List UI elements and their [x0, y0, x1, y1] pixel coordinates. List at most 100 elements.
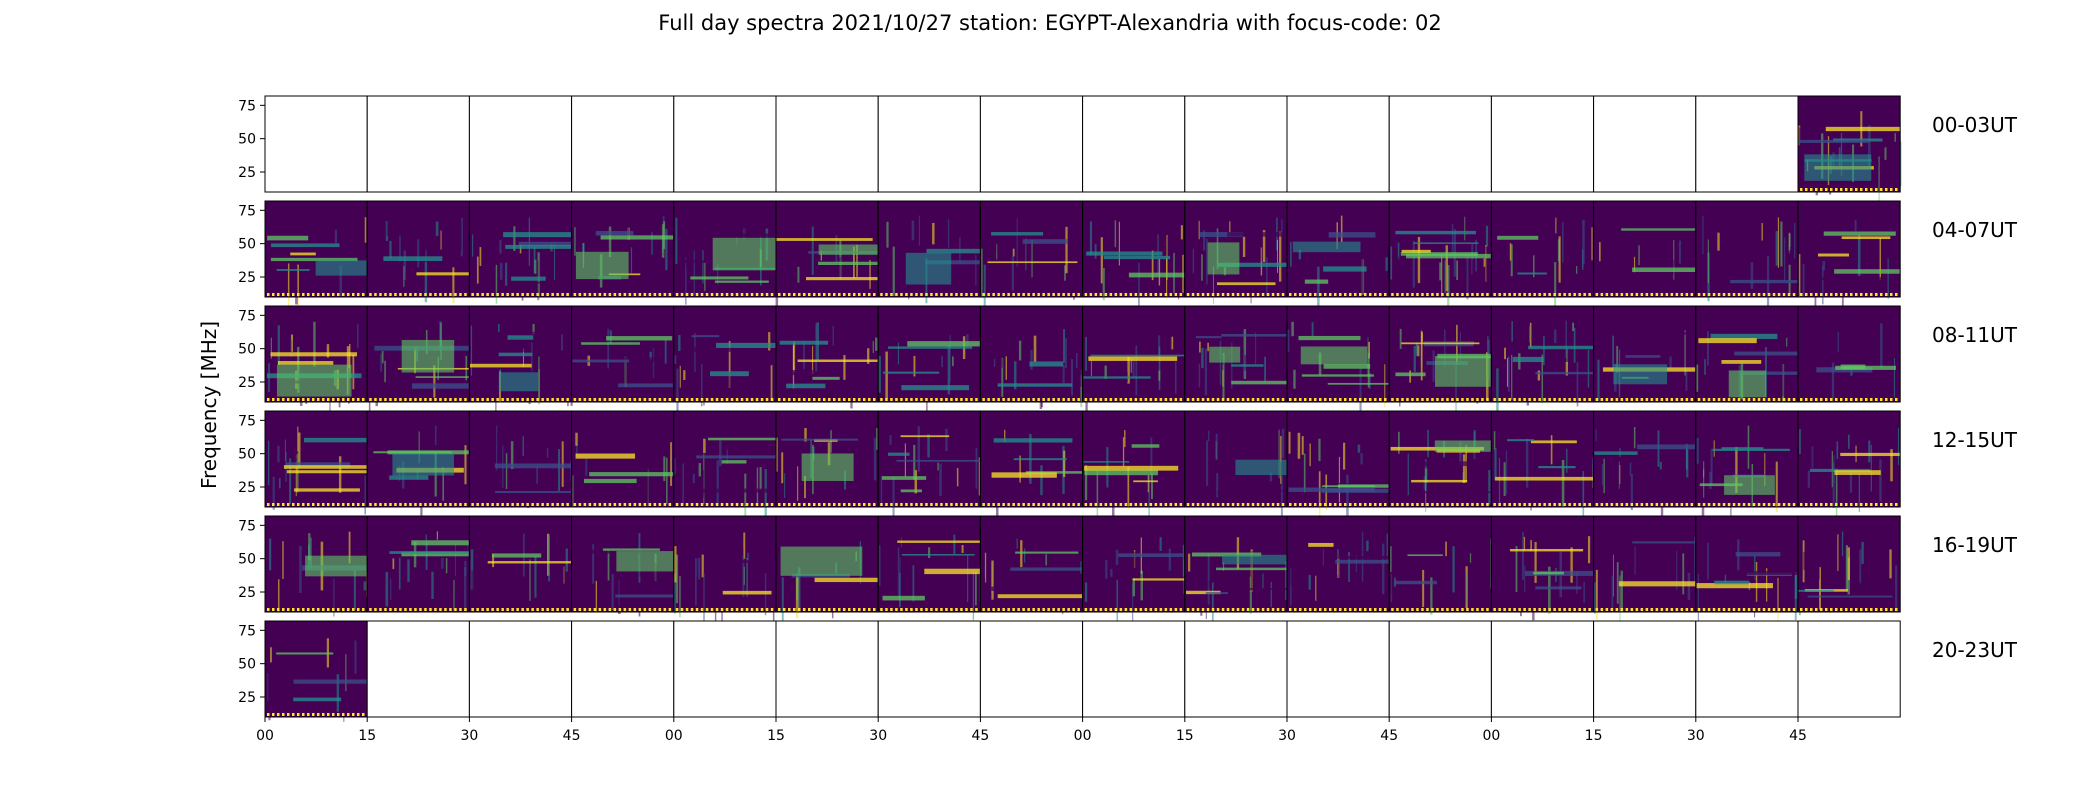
spectrum-streak	[403, 266, 405, 287]
spectrum-streak	[1439, 262, 1442, 281]
spectrum-streak	[442, 466, 445, 501]
spectrum-streak	[442, 428, 446, 470]
spectrum-streak	[938, 328, 940, 342]
spectrum-streak	[1260, 247, 1263, 276]
calibration-dot	[312, 293, 315, 296]
spectrum-streak	[837, 351, 839, 386]
spectrum-streak	[858, 264, 861, 277]
spectrum-streak	[1834, 322, 1837, 361]
spectrum-streak	[1215, 433, 1218, 460]
spectrum-streak	[1696, 437, 1699, 464]
spectrum-band	[1191, 552, 1262, 557]
spectrum-streak	[471, 570, 474, 609]
calibration-dot	[793, 293, 796, 296]
spectrum-streak	[1206, 440, 1209, 486]
spectrum-streak	[1405, 579, 1407, 599]
calibration-dot	[1825, 188, 1828, 191]
spectrum-streak	[277, 552, 279, 585]
calibration-dot	[389, 398, 392, 401]
spectrum-streak	[1865, 561, 1867, 606]
calibration-dot	[930, 608, 933, 611]
calibration-dot	[1890, 188, 1893, 191]
calibration-dot	[1650, 608, 1654, 611]
calibration-dot	[1630, 608, 1634, 611]
spectrum-streak	[296, 264, 299, 313]
x-tick-label: 30	[869, 728, 887, 744]
spectrum-streak	[1854, 219, 1857, 232]
calibration-dot	[593, 503, 597, 506]
calibration-dot	[1089, 293, 1093, 296]
calibration-dot	[945, 293, 948, 296]
calibration-dot	[1299, 503, 1302, 506]
spectrum-streak	[1566, 448, 1568, 473]
calibration-dot	[546, 503, 549, 506]
spectrum-streak	[1229, 221, 1231, 236]
calibration-dot	[910, 608, 913, 611]
spectrum-streak	[1427, 429, 1429, 458]
calibration-dot	[1042, 608, 1045, 611]
spectrum-streak	[292, 546, 294, 582]
spectrum-streak	[1159, 537, 1162, 551]
calibration-dot	[1493, 293, 1496, 296]
spectrum-streak	[499, 575, 502, 609]
spectrum-streak	[1293, 369, 1296, 389]
calibration-dot	[511, 293, 514, 296]
spectrum-streak	[690, 325, 693, 341]
spectrum-streak	[796, 577, 799, 600]
calibration-dot	[730, 293, 734, 296]
calibration-dot	[429, 608, 432, 611]
calibration-dot	[613, 293, 617, 296]
calibration-dot	[444, 608, 447, 611]
calibration-dot	[464, 398, 467, 401]
spectrum-streak	[1665, 338, 1668, 371]
calibration-dot	[1712, 293, 1716, 296]
spectrum-streak	[617, 569, 621, 615]
spectrum-streak	[1266, 257, 1268, 296]
panel-background	[1593, 516, 1696, 612]
calibration-dot	[1154, 608, 1158, 611]
calibration-dot	[1084, 608, 1088, 611]
calibration-dot	[745, 398, 749, 401]
calibration-dot	[424, 608, 427, 611]
calibration-dot	[1089, 503, 1093, 506]
spectrum-streak	[1084, 222, 1087, 261]
calibration-dot	[1850, 608, 1853, 611]
calibration-dot	[828, 503, 831, 506]
spectrum-band	[1327, 382, 1390, 385]
calibration-dot	[873, 503, 876, 506]
spectrum-streak	[1706, 331, 1709, 366]
calibration-dot	[910, 293, 913, 296]
spectrum-band	[1288, 487, 1375, 492]
spectrum-burst	[276, 364, 352, 397]
calibration-dot	[1742, 608, 1746, 611]
calibration-dot	[1124, 608, 1128, 611]
calibration-dot	[1471, 503, 1474, 506]
calibration-dot	[1865, 608, 1868, 611]
spectrum-streak	[609, 449, 612, 477]
spectrum-streak	[915, 539, 917, 555]
spectrum-streak	[1034, 249, 1038, 261]
spectrum-streak	[1239, 566, 1242, 608]
calibration-dot	[1615, 503, 1619, 506]
spectrum-streak	[398, 557, 401, 590]
spectrum-streak	[1207, 359, 1209, 377]
spectrum-streak	[1551, 459, 1553, 484]
spectrum-streak	[986, 357, 988, 371]
calibration-dot	[1675, 503, 1679, 506]
spectrum-band	[882, 595, 925, 601]
calibration-dot	[788, 503, 791, 506]
calibration-dot	[735, 608, 739, 611]
calibration-dot	[332, 713, 335, 716]
spectrum-streak	[719, 440, 722, 467]
spectrum-streak	[1506, 357, 1509, 387]
spectrum-streak	[1597, 359, 1600, 401]
spectrum-streak	[1688, 531, 1691, 564]
calibration-dot	[960, 398, 963, 401]
spectrum-streak	[876, 428, 879, 450]
spectrum-streak	[315, 532, 318, 560]
calibration-dot	[1558, 503, 1561, 506]
calibration-dot	[1276, 398, 1280, 401]
calibration-dot	[1810, 293, 1813, 296]
calibration-dot	[1481, 608, 1484, 611]
